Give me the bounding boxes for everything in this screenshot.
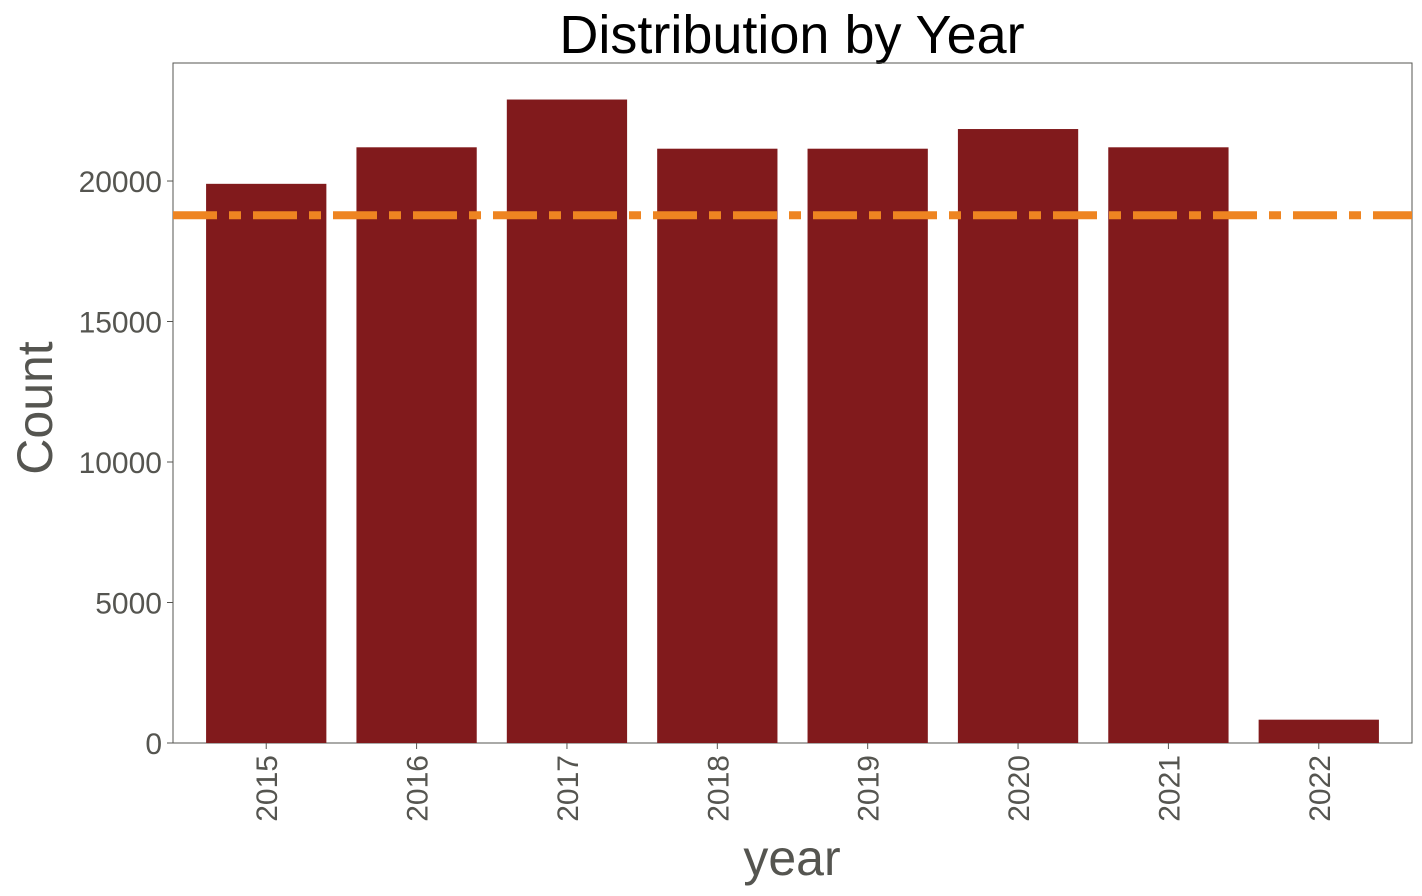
plot-area	[172, 62, 1413, 744]
x-axis-label: year	[743, 830, 840, 886]
bar-2021	[1108, 147, 1229, 744]
bar-2019	[807, 148, 928, 743]
x-tick-label: 2015	[251, 755, 284, 822]
x-axis-ticks: 2015 2016 2017 2018 2019 2020 2021 2022	[251, 743, 1337, 822]
bar-2018	[657, 148, 778, 743]
y-tick-label: 0	[145, 728, 162, 761]
x-tick-label: 2017	[552, 755, 585, 822]
y-axis-label: Count	[7, 341, 63, 475]
bar-2015	[206, 183, 327, 744]
y-tick-label: 20000	[79, 166, 162, 199]
bar-2017	[506, 99, 628, 743]
bar-2020	[957, 129, 1079, 743]
x-tick-label: 2022	[1304, 755, 1337, 822]
bar-2022	[1258, 719, 1379, 743]
x-tick-label: 2016	[402, 755, 435, 822]
y-tick-label: 5000	[95, 588, 162, 621]
y-tick-label: 15000	[79, 307, 162, 340]
bars-group	[206, 99, 1379, 744]
x-tick-label: 2020	[1003, 755, 1036, 822]
chart-title: Distribution by Year	[559, 5, 1024, 65]
x-tick-label: 2018	[702, 755, 735, 822]
y-axis-ticks: 0 5000 10000 15000 20000	[79, 166, 173, 761]
x-tick-label: 2019	[853, 755, 886, 822]
x-tick-label: 2021	[1153, 755, 1186, 822]
bar-2016	[356, 147, 477, 744]
y-tick-label: 10000	[79, 447, 162, 480]
